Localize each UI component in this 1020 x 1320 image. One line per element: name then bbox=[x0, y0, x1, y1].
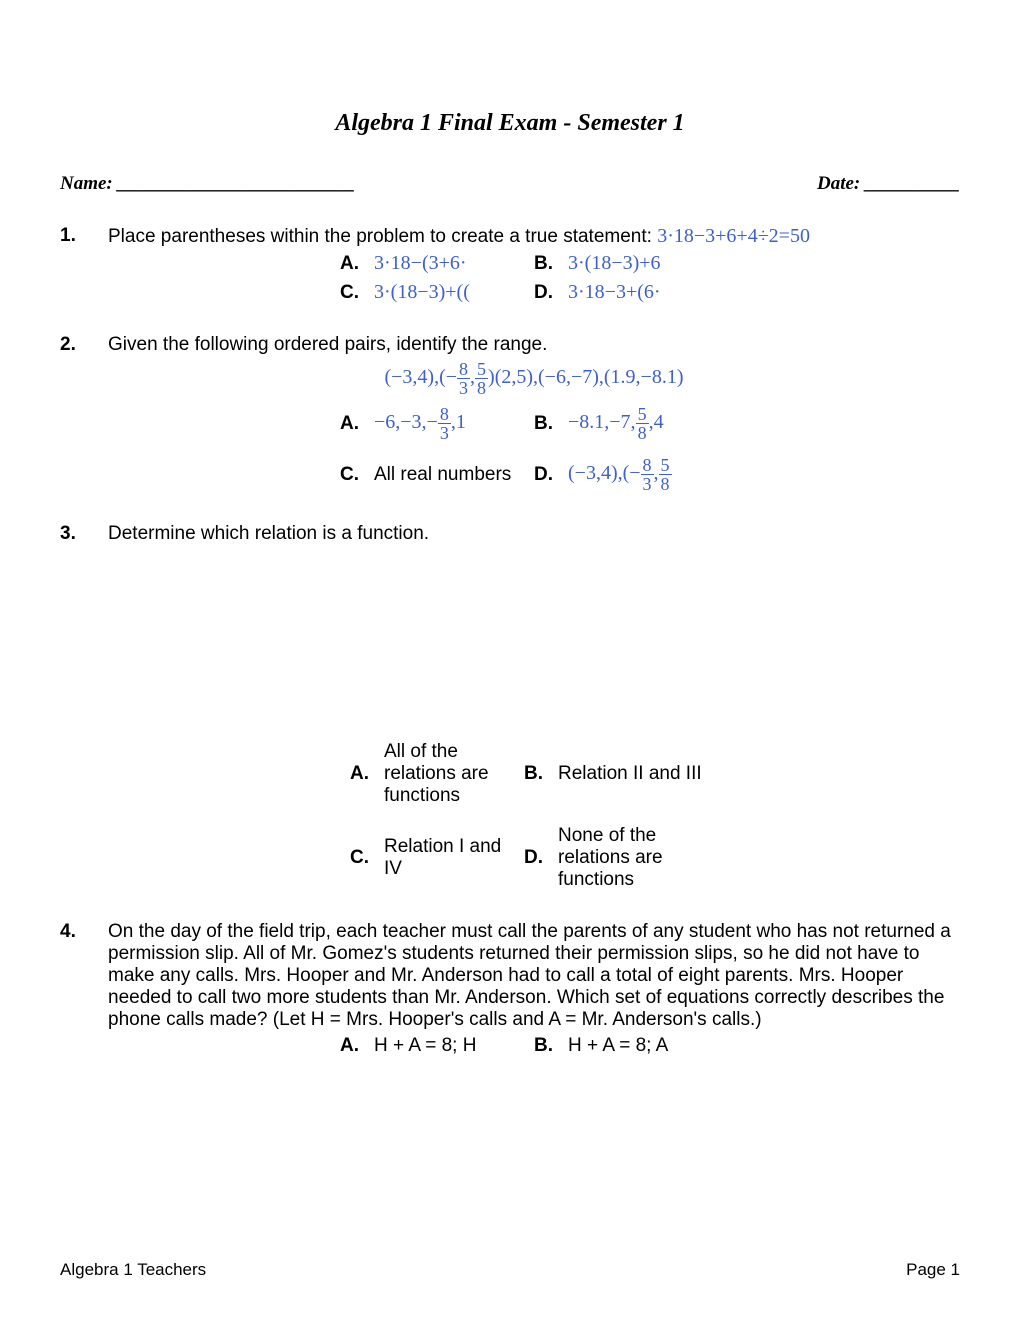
page-footer: Algebra 1 Teachers Page 1 bbox=[60, 1260, 960, 1280]
choice-value-c: All real numbers bbox=[374, 463, 534, 486]
choice-value-a: 3·18−(3+6· bbox=[374, 252, 534, 275]
relations-diagram-placeholder bbox=[108, 549, 960, 739]
choice-label-c: C. bbox=[350, 847, 384, 869]
question-4: 4. On the day of the field trip, each te… bbox=[60, 921, 960, 1057]
question-body: On the day of the field trip, each teach… bbox=[108, 921, 960, 1057]
exam-page: Algebra 1 Final Exam - Semester 1 Name: … bbox=[0, 0, 1020, 1320]
choice-value-a: All of the relations are functions bbox=[384, 741, 524, 807]
answer-choices: A. All of the relations are functions B.… bbox=[108, 741, 960, 891]
choice-label-d: D. bbox=[534, 282, 568, 304]
choice-value-d: 3·18−3+(6· bbox=[568, 281, 728, 304]
question-text: Determine which relation is a function. bbox=[108, 523, 960, 545]
choice-label-b: B. bbox=[534, 413, 568, 435]
choice-value-b: −8.1,−7,58,4 bbox=[568, 405, 728, 442]
choice-value-a: −6,−3,−83,1 bbox=[374, 405, 534, 442]
question-2: 2. Given the following ordered pairs, id… bbox=[60, 334, 960, 493]
footer-left: Algebra 1 Teachers bbox=[60, 1260, 206, 1280]
answer-choices: A. 3·18−(3+6· B. 3·(18−3)+6 C. 3·(18−3)+… bbox=[108, 252, 960, 304]
question-1: 1. Place parentheses within the problem … bbox=[60, 225, 960, 304]
question-text: Given the following ordered pairs, ident… bbox=[108, 334, 960, 356]
name-field-label: Name: _________________________ bbox=[60, 173, 355, 195]
footer-right: Page 1 bbox=[906, 1260, 960, 1280]
question-number: 3. bbox=[60, 523, 108, 891]
choice-label-d: D. bbox=[534, 464, 568, 486]
question-number: 4. bbox=[60, 921, 108, 1057]
question-body: Place parentheses within the problem to … bbox=[108, 225, 960, 304]
choice-label-a: A. bbox=[340, 253, 374, 275]
choice-value-c: 3·(18−3)+(( bbox=[374, 281, 534, 304]
choice-label-a: A. bbox=[340, 1035, 374, 1057]
question-number: 1. bbox=[60, 225, 108, 304]
question-body: Given the following ordered pairs, ident… bbox=[108, 334, 960, 493]
choice-value-b: Relation II and III bbox=[558, 763, 718, 785]
choice-label-b: B. bbox=[534, 1035, 568, 1057]
choice-label-d: D. bbox=[524, 847, 558, 869]
choice-value-c: Relation I and IV bbox=[384, 836, 524, 880]
question-math-block: (−3,4),(−83,58)(2,5),(−6,−7),(1.9,−8.1) bbox=[108, 360, 960, 397]
question-body: Determine which relation is a function. … bbox=[108, 523, 960, 891]
choice-label-c: C. bbox=[340, 282, 374, 304]
exam-title: Algebra 1 Final Exam - Semester 1 bbox=[60, 110, 960, 137]
question-text: Place parentheses within the problem to … bbox=[108, 225, 960, 248]
date-field-label: Date: __________ bbox=[817, 173, 960, 195]
choice-label-b: B. bbox=[534, 253, 568, 275]
choice-label-a: A. bbox=[340, 413, 374, 435]
question-text-math: 3·18−3+6+4÷2=50 bbox=[657, 225, 810, 247]
choice-value-a: H + A = 8; H bbox=[374, 1035, 534, 1057]
meta-row: Name: _________________________ Date: __… bbox=[60, 173, 960, 195]
choice-value-b: H + A = 8; A bbox=[568, 1035, 728, 1057]
question-text-plain: Place parentheses within the problem to … bbox=[108, 226, 657, 247]
question-3: 3. Determine which relation is a functio… bbox=[60, 523, 960, 891]
choice-value-b: 3·(18−3)+6 bbox=[568, 252, 728, 275]
choice-value-d: (−3,4),(−83,58 bbox=[568, 456, 728, 493]
choice-label-a: A. bbox=[350, 763, 384, 785]
answer-choices: A. H + A = 8; H B. H + A = 8; A bbox=[108, 1035, 960, 1057]
choice-value-d: None of the relations are functions bbox=[558, 825, 718, 891]
question-text: On the day of the field trip, each teach… bbox=[108, 921, 960, 1031]
answer-choices: A. −6,−3,−83,1 B. −8.1,−7,58,4 C. All re… bbox=[108, 405, 960, 493]
question-number: 2. bbox=[60, 334, 108, 493]
choice-label-c: C. bbox=[340, 464, 374, 486]
choice-label-b: B. bbox=[524, 763, 558, 785]
